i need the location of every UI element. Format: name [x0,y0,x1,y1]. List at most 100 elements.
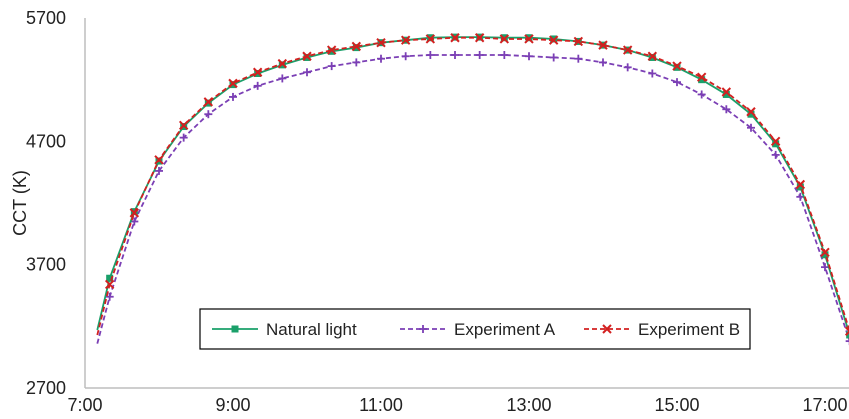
data-point-experiment-b [598,40,608,50]
data-point-experiment-b [228,78,238,89]
data-point-experiment-b [203,97,214,107]
data-point-experiment-a [303,68,311,77]
data-point-experiment-a [327,62,336,71]
series-experiment-b [96,33,849,336]
data-point-experiment-b [104,279,115,290]
y-tick-label: 3700 [26,255,66,275]
x-tick-label: 9:00 [215,395,250,415]
legend: Natural light Experiment A Experiment B [199,308,751,350]
x-tick-label: 17:00 [802,395,847,415]
data-point-experiment-b [376,37,386,48]
data-point-experiment-b [450,33,460,43]
data-point-natural-light [772,140,780,148]
legend-item-natural-light: Natural light [212,320,357,339]
data-point-experiment-a [130,217,139,226]
legend-item-experiment-b: Experiment B [584,320,740,339]
data-point-experiment-a [722,105,731,114]
series-group [96,33,849,346]
data-point-experiment-b [351,41,362,52]
series-line-experiment-a [96,54,849,344]
data-point-experiment-b [252,67,263,77]
data-point-natural-light [846,331,849,339]
legend-item-experiment-a: Experiment A [400,320,556,339]
data-point-experiment-a [426,51,435,59]
data-point-experiment-a [525,52,533,61]
data-point-experiment-b [844,326,849,336]
data-point-experiment-b [573,36,584,47]
data-point-experiment-a [451,51,459,59]
data-point-experiment-a [673,78,681,87]
data-point-experiment-b [622,45,633,55]
data-point-experiment-a [500,51,509,59]
legend-label-natural-light: Natural light [266,320,357,339]
data-point-experiment-b [302,51,312,61]
data-point-experiment-b [474,33,485,43]
data-point-experiment-a [352,58,361,67]
data-point-experiment-a [401,52,410,61]
data-point-experiment-a [377,54,385,63]
data-point-experiment-b [770,136,781,147]
data-point-natural-light [698,76,706,84]
legend-box [199,308,751,350]
data-point-experiment-a [105,292,114,301]
data-point-experiment-b [721,87,732,97]
series-natural-light [96,33,849,339]
data-point-experiment-b [154,155,164,165]
data-point-experiment-a [278,74,287,83]
series-experiment-a [96,51,849,346]
data-point-experiment-b [548,35,559,45]
legend-marker-natural-light [231,325,239,333]
data-point-experiment-a [253,81,262,90]
data-point-experiment-b [647,51,658,61]
data-point-experiment-b [499,34,510,44]
legend-marker-experiment-a [419,325,427,333]
data-point-experiment-b [400,35,411,45]
data-point-experiment-a [155,166,163,175]
data-point-natural-light [821,251,829,259]
data-point-experiment-b [524,34,534,44]
data-point-natural-light [722,90,730,98]
series-line-natural-light [96,36,849,336]
x-tick-label: 11:00 [359,395,403,415]
data-point-experiment-a [574,54,583,63]
data-point-natural-light [747,110,755,118]
data-point-experiment-a [648,69,657,78]
data-point-experiment-a [697,90,706,99]
y-tick-label: 5700 [26,8,66,28]
data-point-experiment-a [747,123,755,132]
data-point-natural-light [796,183,804,191]
y-tick-label: 4700 [26,131,66,151]
data-point-experiment-b [746,107,756,117]
data-point-experiment-b [425,34,436,44]
data-point-experiment-a [771,150,780,159]
data-point-natural-light [106,274,114,282]
y-tick-label: 2700 [26,378,66,398]
data-point-experiment-a [179,133,188,142]
x-tick-label: 15:00 [654,395,699,415]
data-point-experiment-a [599,58,607,67]
data-point-experiment-a [549,53,558,62]
data-point-experiment-b [672,61,682,71]
series-line-experiment-b [96,36,849,336]
data-point-experiment-a [229,92,237,101]
legend-label-experiment-a: Experiment A [454,320,556,339]
data-point-experiment-b [820,247,830,258]
data-point-experiment-b [129,208,140,218]
data-point-experiment-b [696,72,707,82]
data-point-experiment-b [277,58,288,69]
y-axis-title: CCT (K) [10,170,30,236]
axes [84,18,849,389]
data-point-experiment-a [204,110,213,119]
x-tick-label: 13:00 [506,395,551,415]
tick-labels: 7:00 9:00 11:00 13:00 15:00 17:00 2700 3700 4700… [26,8,848,415]
data-point-experiment-a [821,263,829,272]
x-tick-label: 7:00 [67,395,102,415]
data-point-experiment-a [845,337,849,346]
data-point-experiment-b [178,120,189,131]
legend-marker-experiment-b [602,324,612,334]
data-point-experiment-b [795,179,806,190]
legend-label-experiment-b: Experiment B [638,320,740,339]
data-point-experiment-b [326,45,337,55]
data-point-experiment-a [623,63,632,72]
